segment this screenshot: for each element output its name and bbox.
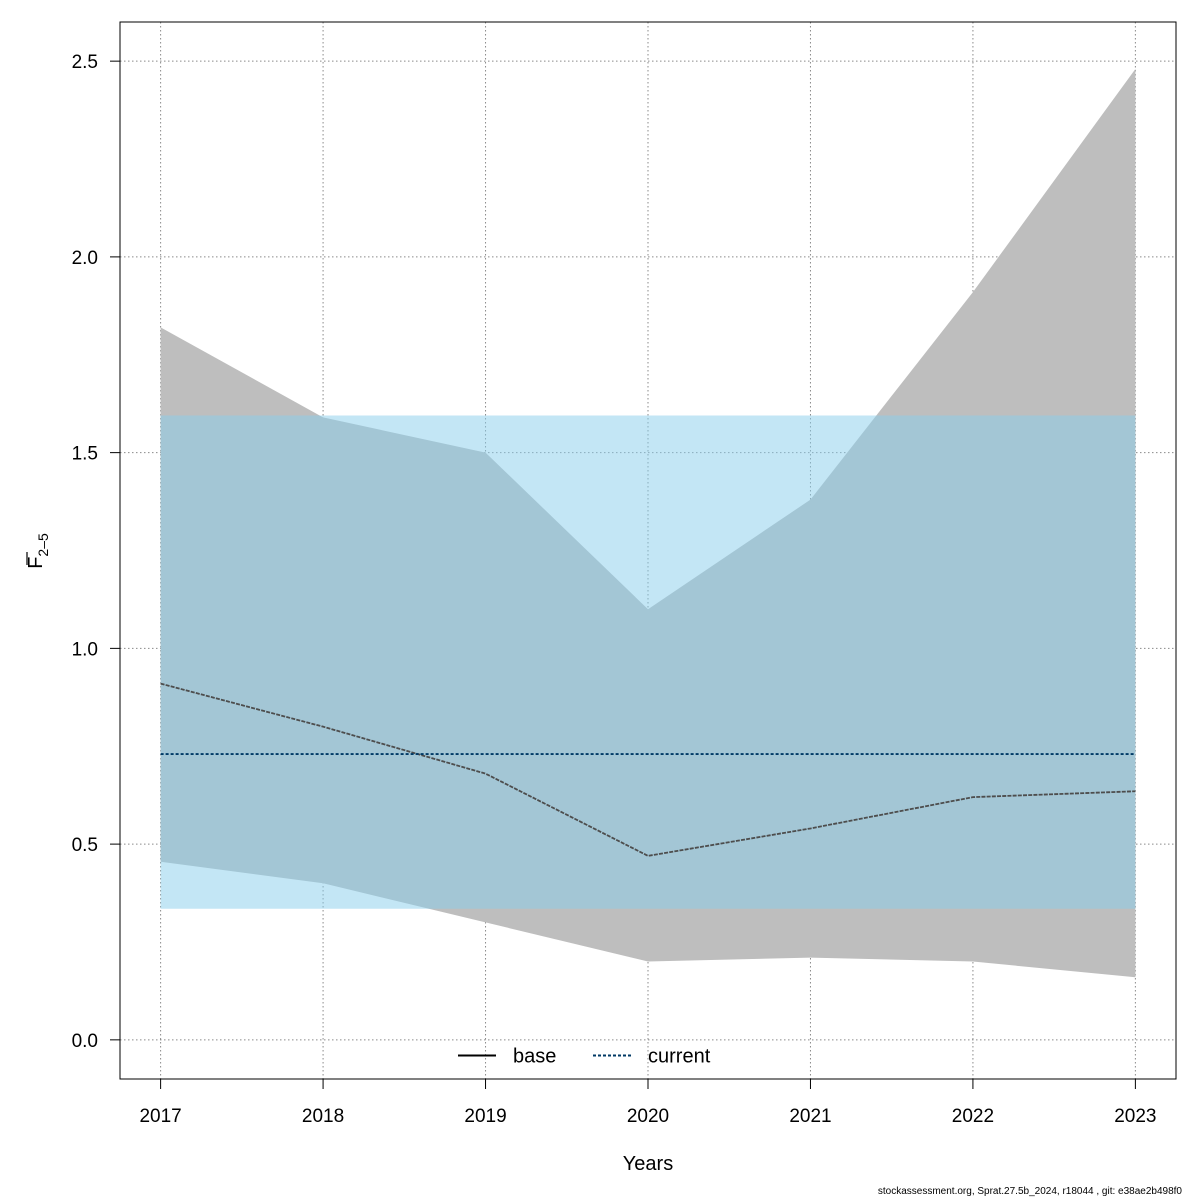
legend: base current — [458, 1046, 711, 1068]
y-tick-label: 0.5 — [72, 835, 98, 856]
svg-text:F2–5: F2–5 — [25, 533, 51, 569]
x-tick-label: 2020 — [627, 1106, 669, 1127]
y-tick-label: 1.5 — [72, 444, 98, 465]
series-lines — [160, 682, 1136, 857]
ci-band-current — [160, 415, 1136, 909]
y-axis-title-subscript: 2–5 — [35, 533, 51, 557]
series-line-base — [160, 682, 1136, 857]
y-tick-label: 1.0 — [72, 639, 98, 660]
footer-note: stockassessment.org, Sprat.27.5b_2024, r… — [877, 1186, 1182, 1197]
legend-label-base: base — [513, 1046, 556, 1068]
x-tick-label: 2021 — [789, 1106, 831, 1127]
y-tick-label: 2.0 — [72, 248, 98, 269]
y-axis: 0.0 0.5 1.0 1.5 2.0 2.5 — [72, 52, 120, 1052]
x-axis: 2017 2018 2019 2020 2021 2022 2023 — [139, 1079, 1157, 1127]
x-tick-label: 2019 — [464, 1106, 506, 1127]
y-tick-label: 2.5 — [72, 52, 98, 73]
x-tick-label: 2017 — [139, 1106, 181, 1127]
x-tick-label: 2023 — [1114, 1106, 1156, 1127]
y-axis-title: F2–5 — [25, 533, 51, 569]
confidence-bands — [160, 68, 1136, 978]
legend-label-current: current — [648, 1046, 711, 1068]
x-tick-label: 2022 — [952, 1106, 994, 1127]
y-tick-label: 0.0 — [72, 1031, 98, 1052]
x-tick-label: 2018 — [302, 1106, 344, 1127]
x-axis-title: Years — [623, 1153, 673, 1175]
y-axis-title-base: F — [25, 557, 47, 569]
